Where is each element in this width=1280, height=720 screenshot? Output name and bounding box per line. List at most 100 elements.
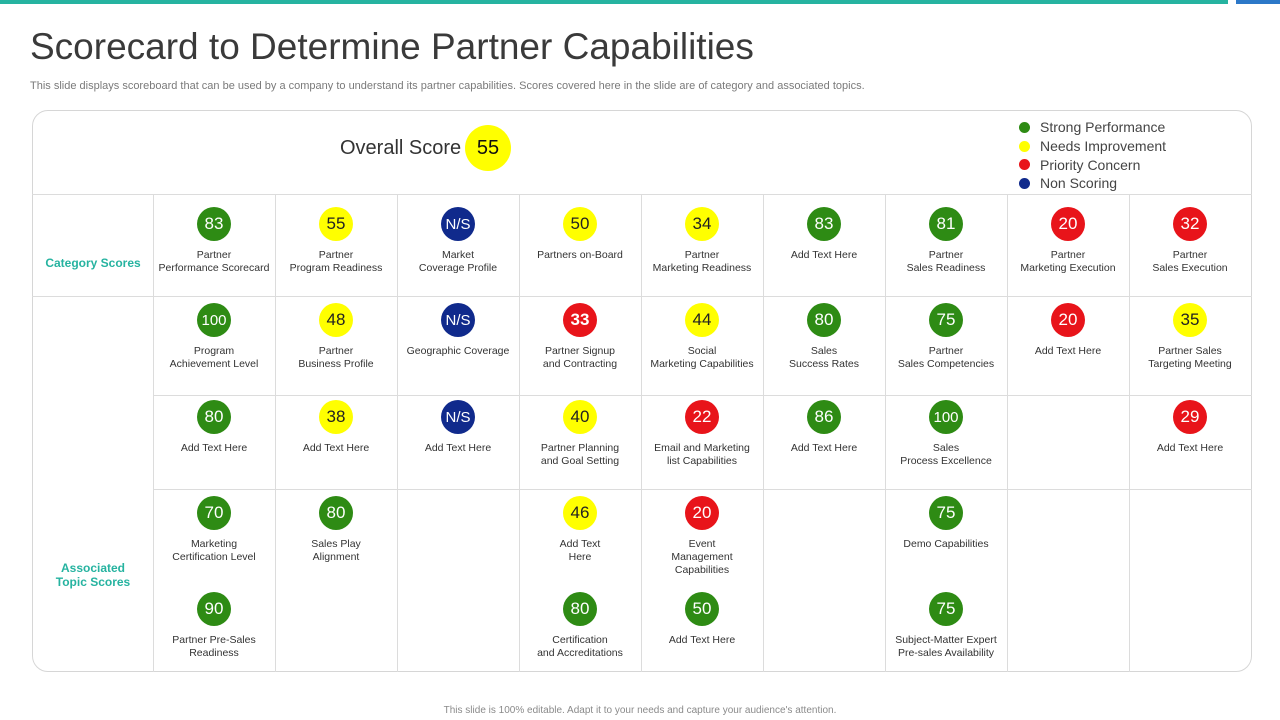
score-label: Geographic Coverage (406, 345, 510, 357)
score-badge: 75 (929, 496, 963, 530)
score-badge: 80 (807, 303, 841, 337)
legend-label: Strong Performance (1040, 119, 1166, 136)
score-badge: 75 (929, 303, 963, 337)
score-badge: 32 (1173, 207, 1207, 241)
grid-column-divider (1129, 194, 1130, 672)
score-metric: 22 Email and Marketing list Capabilities (641, 400, 763, 468)
score-label: Add Text Here (1034, 345, 1102, 357)
score-badge: 34 (685, 207, 719, 241)
page-subtitle: This slide displays scoreboard that can … (30, 80, 865, 92)
score-metric: 48 Partner Business Profile (275, 303, 397, 371)
score-label: Add Text Here (180, 442, 248, 454)
score-badge: 50 (563, 207, 597, 241)
score-label: Partner Sales Readiness (906, 249, 986, 274)
score-label: Add Text Here (302, 442, 370, 454)
score-badge: 90 (197, 592, 231, 626)
score-badge: 40 (563, 400, 597, 434)
score-metric: 44 Social Marketing Capabilities (641, 303, 763, 371)
navy-dot-icon (1019, 177, 1030, 189)
score-metric: 81 Partner Sales Readiness (885, 207, 1007, 275)
score-label: Program Achievement Level (169, 345, 259, 370)
score-label: Partner Performance Scorecard (158, 249, 270, 274)
score-metric: 50 Add Text Here (641, 592, 763, 647)
score-metric: 55 Partner Program Readiness (275, 207, 397, 275)
score-metric: 35 Partner Sales Targeting Meeting (1129, 303, 1251, 371)
grid-line-topic-2 (153, 489, 1252, 490)
score-metric: N/S Market Coverage Profile (397, 207, 519, 275)
score-metric: N/S Add Text Here (397, 400, 519, 455)
score-badge: 75 (929, 592, 963, 626)
score-label: Sales Process Excellence (900, 442, 992, 467)
grid-column-divider (641, 194, 642, 672)
green-dot-icon (1019, 121, 1030, 133)
score-badge: 44 (685, 303, 719, 337)
category-scores-label: Category Scores (45, 256, 141, 270)
score-badge: N/S (441, 207, 475, 241)
grid-line-header (32, 194, 1252, 195)
score-badge: 80 (319, 496, 353, 530)
score-metric: 75 Partner Sales Competencies (885, 303, 1007, 371)
score-label: Partner Sales Competencies (897, 345, 995, 370)
score-label: Partner Business Profile (298, 345, 374, 370)
scorecard-panel (32, 110, 1252, 672)
score-badge: N/S (441, 303, 475, 337)
score-label: Add Text Here (668, 634, 736, 646)
footer-note: This slide is 100% editable. Adapt it to… (443, 705, 837, 716)
score-label: Subject-Matter Expert Pre-sales Availabi… (895, 634, 997, 659)
score-metric: 83 Add Text Here (763, 207, 885, 262)
score-label: Partner Sales Targeting Meeting (1148, 345, 1232, 370)
score-label: Add Text Here (790, 249, 858, 261)
score-badge: 86 (807, 400, 841, 434)
score-badge: 29 (1173, 400, 1207, 434)
top-accent-bar (0, 0, 1228, 4)
score-metric: 40 Partner Planning and Goal Setting (519, 400, 641, 468)
grid-column-divider (763, 194, 764, 672)
grid-line-topic-1 (153, 395, 1252, 396)
score-label: Partners on-Board (537, 249, 623, 261)
score-metric: 20 Event Management Capabilities (641, 496, 763, 577)
score-badge: 48 (319, 303, 353, 337)
score-badge: 55 (319, 207, 353, 241)
score-badge: 81 (929, 207, 963, 241)
score-metric: 20 Add Text Here (1007, 303, 1129, 358)
score-metric: 80 Sales Play Alignment (275, 496, 397, 564)
score-metric: 100 Program Achievement Level (153, 303, 275, 371)
score-label: Certification and Accreditations (537, 634, 623, 659)
overall-score-badge: 55 (465, 125, 511, 171)
score-badge: 83 (197, 207, 231, 241)
score-metric: 80 Sales Success Rates (763, 303, 885, 371)
score-metric: 46 Add Text Here (519, 496, 641, 564)
legend-label: Priority Concern (1040, 156, 1141, 173)
score-label: Sales Play Alignment (311, 538, 361, 563)
score-badge: 100 (929, 400, 963, 434)
score-label: Partner Signup and Contracting (542, 345, 618, 370)
score-badge: 46 (563, 496, 597, 530)
score-metric: 50 Partners on-Board (519, 207, 641, 262)
grid-line-category (32, 296, 1252, 297)
score-badge: 38 (319, 400, 353, 434)
score-metric: N/S Geographic Coverage (397, 303, 519, 358)
yellow-dot-icon (1019, 140, 1030, 152)
score-label: Market Coverage Profile (418, 249, 498, 274)
legend-item-needs-improvement: Needs Improvement (1019, 137, 1166, 156)
score-metric: 83 Partner Performance Scorecard (153, 207, 275, 275)
score-label: Add Text Here (1156, 442, 1224, 454)
score-label: Demo Capabilities (903, 538, 989, 550)
grid-column-divider (275, 194, 276, 672)
grid-column-divider (885, 194, 886, 672)
score-metric: 29 Add Text Here (1129, 400, 1251, 455)
topic-scores-label: Associated Topic Scores (55, 561, 131, 589)
legend-label: Needs Improvement (1040, 138, 1167, 155)
score-label: Partner Planning and Goal Setting (540, 442, 620, 467)
score-metric: 75 Demo Capabilities (885, 496, 1007, 551)
score-metric: 32 Partner Sales Execution (1129, 207, 1251, 275)
score-badge: N/S (441, 400, 475, 434)
score-badge: 80 (197, 400, 231, 434)
score-label: Event Management Capabilities (671, 538, 733, 576)
score-label: Add Text Here (424, 442, 492, 454)
legend: Strong Performance Needs Improvement Pri… (1019, 118, 1166, 193)
overall-score-label: Overall Score (340, 137, 462, 159)
score-badge: 100 (197, 303, 231, 337)
score-label: Partner Pre-Sales Readiness (172, 634, 256, 659)
legend-item-strong: Strong Performance (1019, 118, 1166, 137)
